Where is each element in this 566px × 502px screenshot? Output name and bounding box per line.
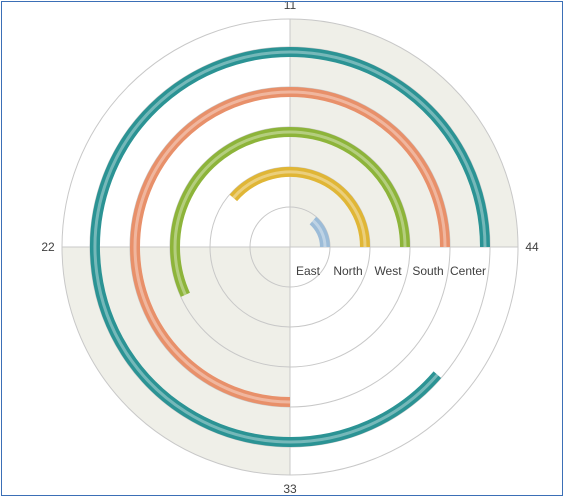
shaded-bands	[62, 19, 518, 475]
bar-west	[170, 127, 410, 297]
bar-south	[130, 87, 450, 407]
category-labels: East North West South Center	[296, 264, 486, 278]
tick-label-44: 44	[525, 240, 539, 254]
bars	[90, 47, 490, 447]
bar-center	[90, 47, 490, 447]
tick-label-22: 22	[41, 240, 55, 254]
category-label-west: West	[374, 264, 402, 278]
category-label-east: East	[296, 264, 321, 278]
tick-label-11: 11	[284, 2, 297, 12]
bar-north	[229, 167, 370, 248]
shaded-band-0	[290, 19, 518, 247]
category-label-south: South	[412, 264, 443, 278]
bar-east	[309, 216, 330, 248]
category-label-center: Center	[450, 264, 486, 278]
shaded-band-1	[62, 247, 290, 475]
category-label-north: North	[333, 264, 362, 278]
radial-bar-chart: East North West South Center 11 22 33 44	[41, 0, 539, 496]
angle-tick-labels: 11 22 33 44	[41, 0, 539, 496]
tick-label-33: 33	[283, 482, 297, 496]
